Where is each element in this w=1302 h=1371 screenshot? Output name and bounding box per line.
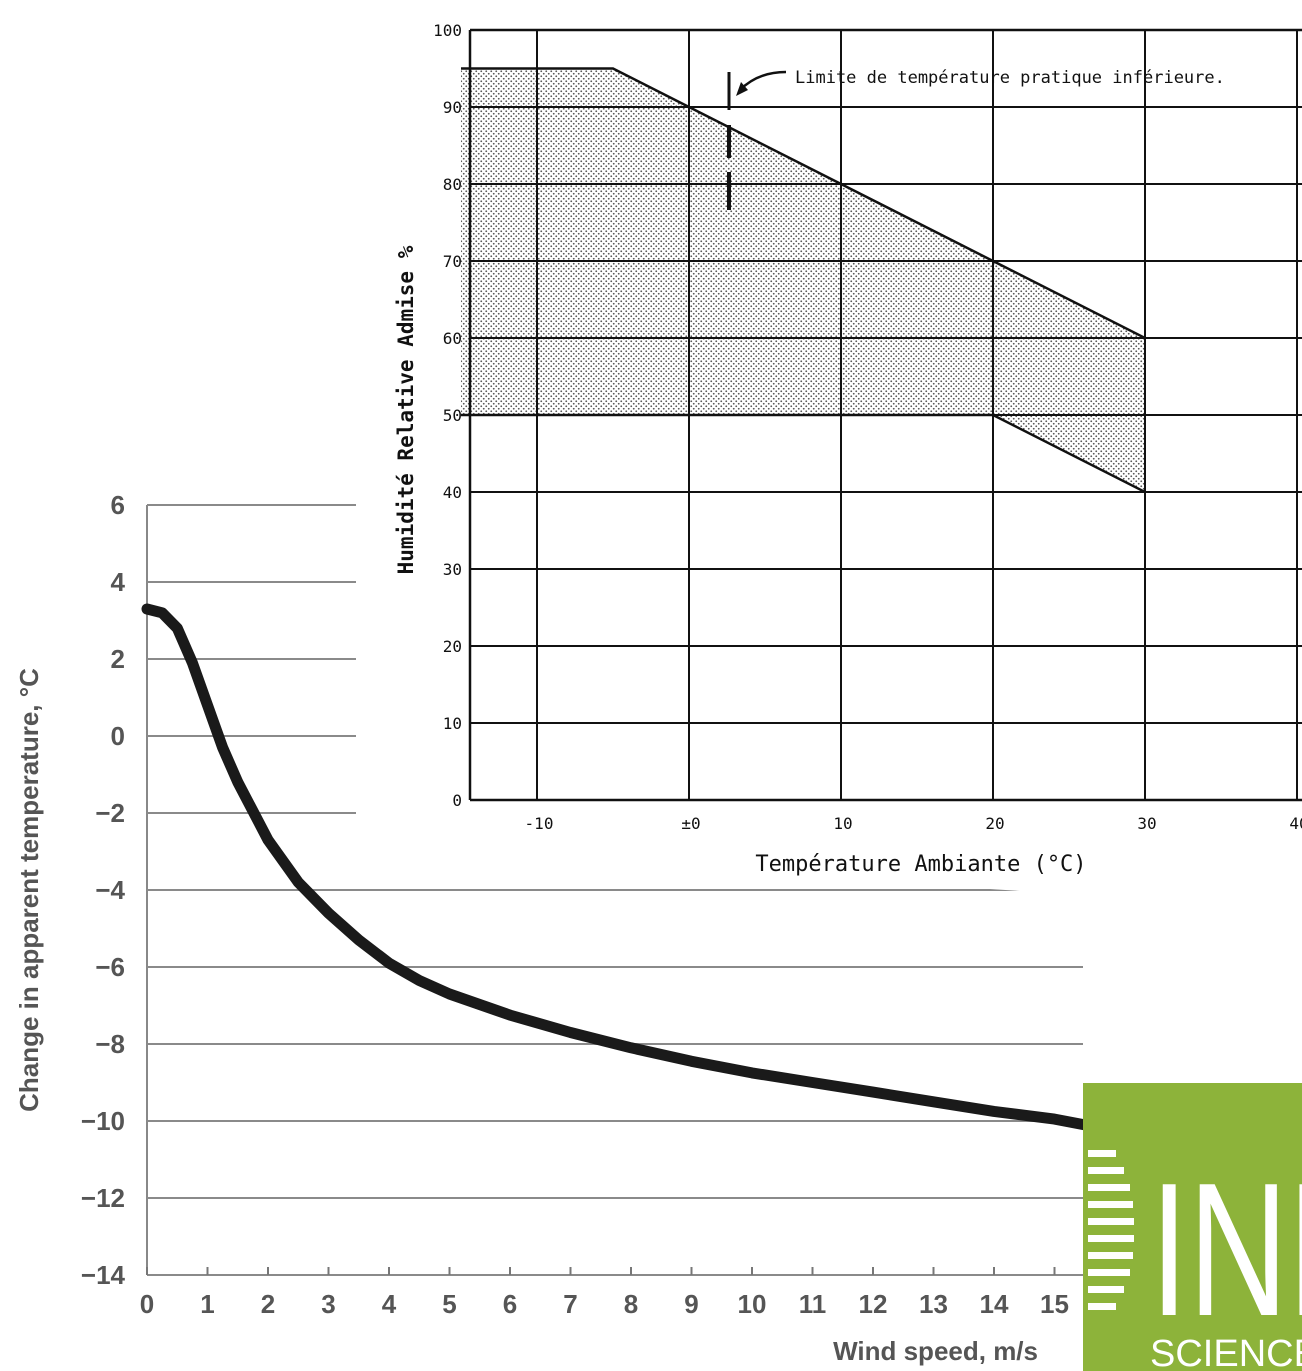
- wind-chart-x-tick-label: 3: [321, 1289, 335, 1319]
- annotation-marker: [727, 70, 787, 210]
- humidity-chart-y-tick-label: 80: [443, 175, 462, 194]
- humidity-chart-y-tick-label: 40: [443, 483, 462, 502]
- wind-chart-y-tick-label: 4: [111, 567, 126, 597]
- wind-chart-x-tick-label: 2: [261, 1289, 275, 1319]
- humidity-chart-x-tick-label: 10: [833, 814, 852, 833]
- humidity-chart-y-tick-label: 50: [443, 406, 462, 425]
- humidity-chart-y-tick-label: 30: [443, 560, 462, 579]
- wind-chart-x-tick-label: 4: [382, 1289, 397, 1319]
- wind-chart-x-tick-label: 0: [140, 1289, 154, 1319]
- humidity-chart-y-tick-label: 100: [433, 21, 462, 40]
- wind-chart-x-tick-label: 9: [684, 1289, 698, 1319]
- humidity-chart-y-label: Humidité Relative Admise %: [394, 245, 418, 574]
- logo-subtitle: SCIENCE & IMPACT: [1150, 1333, 1302, 1371]
- wind-chart-y-tick-label: −4: [95, 875, 125, 905]
- wind-chart-y-tick-label: −10: [81, 1106, 125, 1136]
- lower-temperature-limit-annotation: Limite de température pratique inférieur…: [795, 68, 1225, 88]
- wind-chart-y-tick-label: −2: [95, 798, 125, 828]
- wind-chart-y-tick-label: 2: [111, 644, 125, 674]
- wind-chart-x-tick-label: 15: [1040, 1289, 1069, 1319]
- wind-chart-y-tick-label: 6: [111, 490, 125, 520]
- wind-chart-x-tick-label: 11: [799, 1289, 827, 1319]
- wind-chart-x-tick-label: 14: [980, 1289, 1009, 1319]
- wind-chart-x-tick-label: 7: [563, 1289, 577, 1319]
- wind-chart-y-tick-label: 0: [111, 721, 125, 751]
- humidity-chart-x-ticks: -10 ±0 10 20 30 40: [525, 814, 1302, 833]
- humidity-chart-y-tick-label: 70: [443, 252, 462, 271]
- humidity-chart-y-tick-label: 20: [443, 637, 462, 656]
- upper-humidity-limit-line: [461, 67, 1146, 340]
- wind-chart-y-tick-label: −12: [81, 1183, 125, 1213]
- wind-chart-x-label: Wind speed, m/s: [833, 1336, 1038, 1366]
- lower-humidity-limit-line: [461, 413, 1146, 494]
- wind-chart-x-tick-label: 5: [442, 1289, 456, 1319]
- wind-chart-x-tick-label: 12: [859, 1289, 888, 1319]
- wind-chart-y-label: Change in apparent temperature, °C: [14, 668, 44, 1112]
- logo-wordmark: INRA: [1150, 1144, 1302, 1356]
- humidity-chart-x-tick-label: 30: [1137, 814, 1156, 833]
- humidity-chart-x-tick-label: 20: [985, 814, 1004, 833]
- wind-chart-y-tick-label: −8: [95, 1029, 125, 1059]
- wind-chart-x-tick-label: 1: [200, 1289, 214, 1319]
- inra-logo: INRA SCIENCE & IMPACT: [1083, 1083, 1302, 1371]
- wind-chart-y-tick-label: −6: [95, 952, 125, 982]
- humidity-chart-y-tick-label: 60: [443, 329, 462, 348]
- admissible-humidity-area: [461, 68, 1145, 492]
- humidity-chart-y-tick-label: 90: [443, 98, 462, 117]
- logo-stripes: [1088, 1150, 1134, 1310]
- wind-chart-x-tick-label: 10: [738, 1289, 767, 1319]
- humidity-chart-y-tick-label: 10: [443, 714, 462, 733]
- humidity-chart-x-tick-label: 40: [1289, 814, 1302, 833]
- humidity-chart-x-tick-label: -10: [525, 814, 554, 833]
- wind-chart-y-ticks: 6 4 2 0 −2 −4 −6 −8 −10 −12 −14: [81, 490, 126, 1290]
- humidity-chart-y-tick-label: 0: [452, 791, 462, 810]
- wind-chart-x-tick-label: 13: [919, 1289, 948, 1319]
- logo-background: [1083, 1083, 1302, 1371]
- wind-chart-x-ticks: 0 1 2 3 4 5 6 7 8 9 10 11 12 13 14 15: [140, 1267, 1069, 1319]
- wind-chart-x-tick-label: 8: [624, 1289, 638, 1319]
- humidity-chart-x-tick-label: ±0: [681, 814, 700, 833]
- humidity-chart-x-label: Température Ambiante (°C): [755, 852, 1086, 877]
- apparent-temperature-curve: [141, 603, 1091, 1131]
- wind-chart-x-tick-label: 6: [503, 1289, 517, 1319]
- wind-chart-y-tick-label: −14: [81, 1260, 126, 1290]
